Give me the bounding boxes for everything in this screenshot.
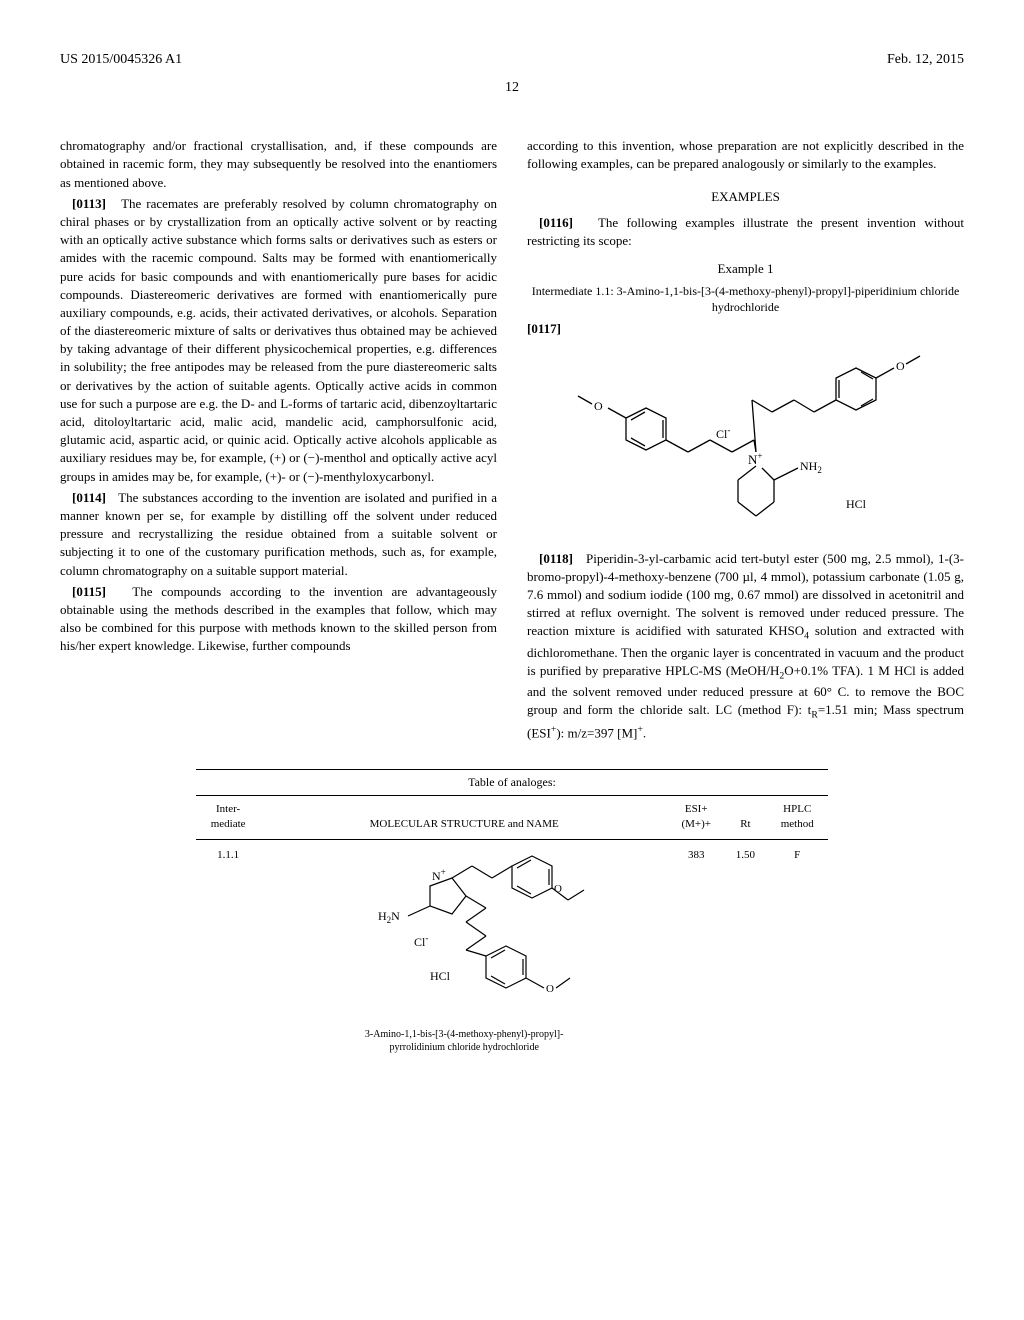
- para-text: The racemates are preferably resolved by…: [60, 196, 497, 484]
- para-115-cont: according to this invention, whose prepa…: [527, 137, 964, 173]
- doc-id: US 2015/0045326 A1: [60, 50, 182, 70]
- example-1-heading: Example 1: [527, 260, 964, 278]
- examples-heading: EXAMPLES: [527, 188, 964, 206]
- para-num: [0115]: [72, 584, 106, 599]
- page-number: 12: [60, 78, 964, 98]
- para-text: .: [643, 725, 646, 740]
- svg-text:O: O: [546, 983, 554, 995]
- analoges-table-section: Table of analoges: Inter- mediate MOLECU…: [196, 769, 829, 1062]
- table-title: Table of analoges:: [196, 769, 829, 791]
- svg-text:N+: N+: [748, 451, 762, 467]
- para-num: [0114]: [72, 490, 106, 505]
- svg-text:HCl: HCl: [430, 969, 451, 983]
- table-row: 1.1.1 N+ H2N: [196, 839, 829, 1062]
- para-text: The substances according to the inventio…: [60, 490, 497, 578]
- th-rt: Rt: [725, 795, 766, 839]
- para-117: [0117]: [527, 320, 964, 338]
- para-113: [0113] The racemates are preferably reso…: [60, 195, 497, 486]
- para-116: [0116] The following examples illustrate…: [527, 214, 964, 250]
- hcl-label: HCl: [846, 497, 867, 511]
- para-text: ): m/z=397 [M]: [556, 725, 637, 740]
- o-label: O: [594, 399, 603, 413]
- th-structure: MOLECULAR STRUCTURE and NAME: [261, 795, 668, 839]
- o-label: O: [896, 359, 905, 373]
- doc-date: Feb. 12, 2015: [887, 50, 964, 70]
- td-rt: 1.50: [725, 839, 766, 1062]
- td-method: F: [766, 839, 828, 1062]
- para-text: The compounds according to the invention…: [60, 584, 497, 654]
- analoges-table: Inter- mediate MOLECULAR STRUCTURE and N…: [196, 795, 829, 1062]
- svg-text:Cl-: Cl-: [716, 425, 730, 441]
- para-num: [0117]: [527, 321, 561, 336]
- svg-text:H2N: H2N: [378, 909, 400, 925]
- svg-text:O: O: [554, 883, 562, 895]
- para-num: [0113]: [72, 196, 106, 211]
- para-112-cont: chromatography and/or fractional crystal…: [60, 137, 497, 192]
- intermediate-structure-svg: O O: [566, 348, 926, 538]
- left-column: chromatography and/or fractional crystal…: [60, 137, 497, 745]
- svg-text:Cl-: Cl-: [414, 933, 428, 949]
- td-intermediate: 1.1.1: [196, 839, 261, 1062]
- right-column: according to this invention, whose prepa…: [527, 137, 964, 745]
- para-115: [0115] The compounds according to the in…: [60, 583, 497, 656]
- td-structure: N+ H2N: [261, 839, 668, 1062]
- svg-text:NH2: NH2: [800, 459, 822, 475]
- intermediate-heading: Intermediate 1.1: 3-Amino-1,1-bis-[3-(4-…: [527, 284, 964, 315]
- table-header-row: Inter- mediate MOLECULAR STRUCTURE and N…: [196, 795, 829, 839]
- para-118: [0118] Piperidin-3-yl-carbamic acid tert…: [527, 550, 964, 742]
- para-text: The following examples illustrate the pr…: [527, 215, 964, 248]
- td-esi: 383: [668, 839, 725, 1062]
- th-method: HPLC method: [766, 795, 828, 839]
- para-num: [0116]: [539, 215, 573, 230]
- mol-name: 3-Amino-1,1-bis-[3-(4-methoxy-phenyl)-pr…: [265, 1029, 664, 1054]
- th-intermediate: Inter- mediate: [196, 795, 261, 839]
- row-structure-svg: N+ H2N: [334, 848, 594, 1018]
- th-esi: ESI+ (M+)+: [668, 795, 725, 839]
- para-num: [0118]: [539, 551, 573, 566]
- para-114: [0114] The substances according to the i…: [60, 489, 497, 580]
